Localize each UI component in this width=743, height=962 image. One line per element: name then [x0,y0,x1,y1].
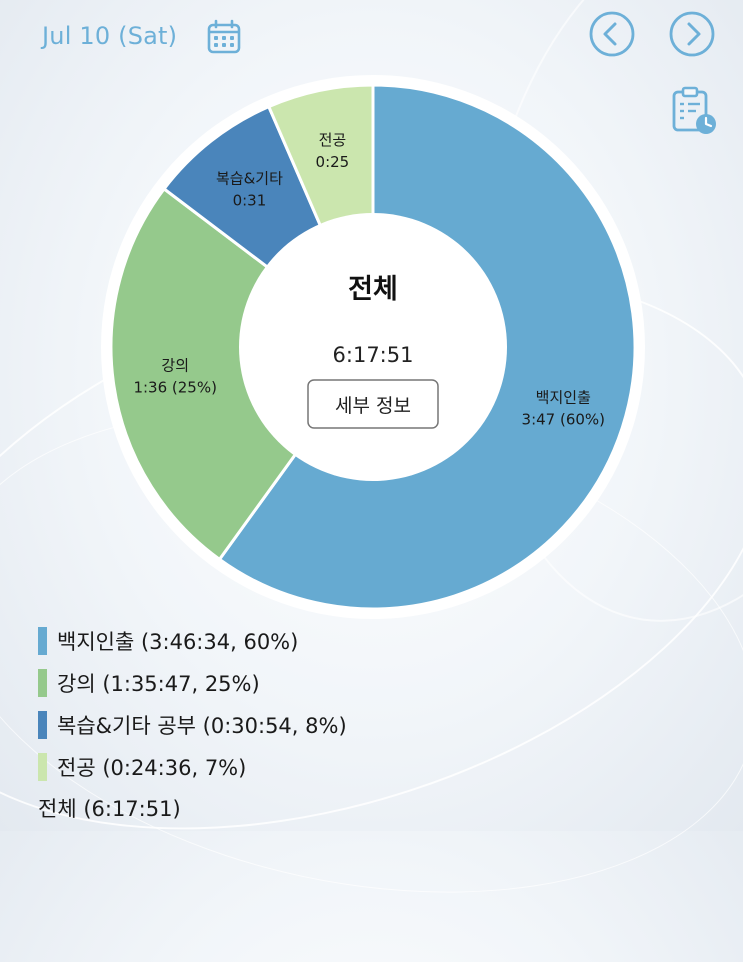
center-total: 6:17:51 [333,343,414,367]
donut-chart: 백지인출 3:47 (60%) 강의 1:36 (25%) 복습&기타 0:31 전공 0:2… [98,72,648,622]
slice-label-name: 강의 [161,357,189,375]
legend-item: 강의 (1:35:47, 25%) [38,662,347,704]
clipboard-clock-icon[interactable] [670,86,718,136]
legend-swatch [38,669,47,697]
slice-label-name: 전공 [319,131,347,149]
legend-label: 강의 (1:35:47, 25%) [57,672,260,696]
slice-label-value: 0:31 [233,192,267,210]
chevron-left-icon[interactable] [588,10,636,58]
calendar-icon[interactable] [206,19,242,55]
slice-label-value: 1:36 (25%) [133,379,217,397]
chart-center-hole [239,213,507,481]
legend-label: 복습&기타 공부 (0:30:54, 8%) [57,714,347,738]
legend-swatch [38,753,47,781]
chevron-right-icon[interactable] [668,10,716,58]
detail-button[interactable]: 세부 정보 [307,379,439,429]
slice-label-name: 복습&기타 [216,170,283,188]
chart-legend: 백지인출 (3:46:34, 60%) 강의 (1:35:47, 25%) 복습… [38,620,347,830]
legend-item: 복습&기타 공부 (0:30:54, 8%) [38,704,347,746]
legend-swatch [38,711,47,739]
legend-item: 백지인출 (3:46:34, 60%) [38,620,347,662]
legend-label: 전공 (0:24:36, 7%) [57,756,247,780]
legend-label: 백지인출 (3:46:34, 60%) [57,630,299,654]
slice-label-value: 0:25 [316,153,350,171]
slice-label-value: 3:47 (60%) [522,411,606,429]
donut-chart-svg: 백지인출 3:47 (60%) 강의 1:36 (25%) 복습&기타 0:31 전공 0:2… [101,75,645,619]
slice-label-name: 백지인출 [536,389,591,407]
legend-total: 전체 (6:17:51) [38,797,181,821]
date-label[interactable]: Jul 10 (Sat) [42,22,178,50]
legend-swatch [38,627,47,655]
center-title: 전체 [348,274,398,305]
detail-button-label: 세부 정보 [335,395,411,417]
legend-item: 전공 (0:24:36, 7%) [38,746,347,788]
